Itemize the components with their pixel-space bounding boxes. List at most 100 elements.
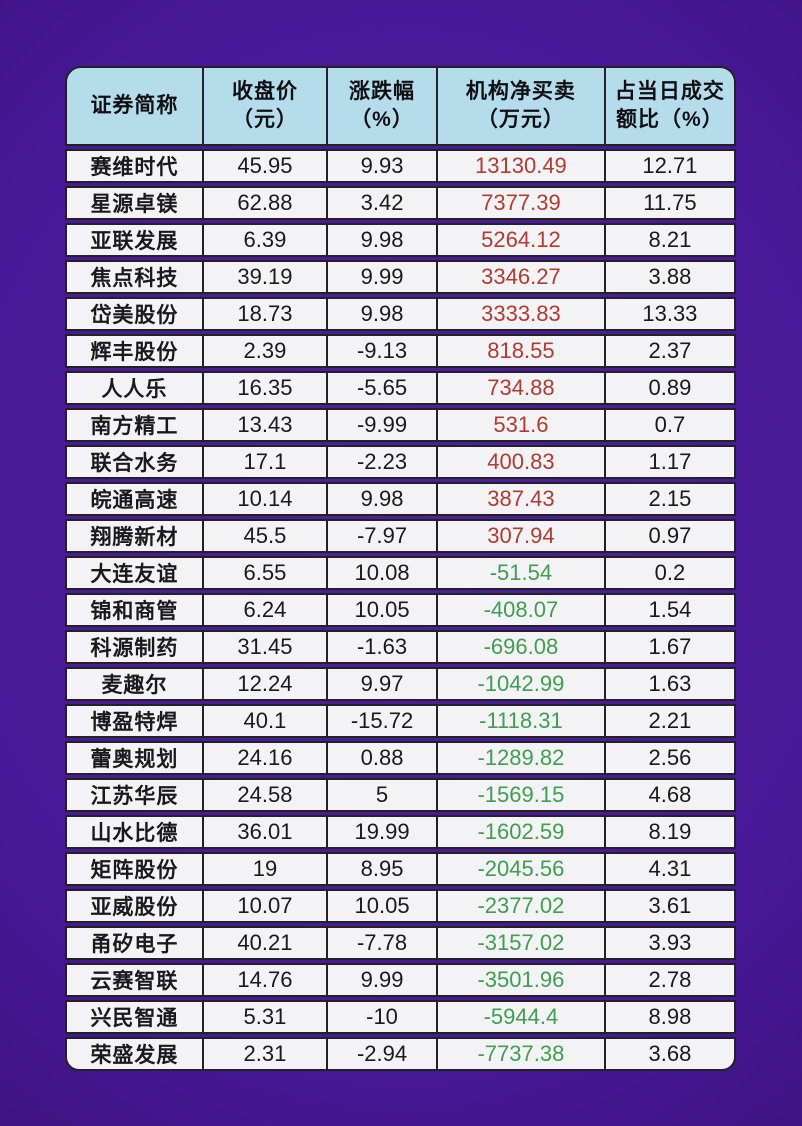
institutional-net-cell: -51.54 [438, 556, 606, 590]
institutional-net-cell: 307.94 [438, 519, 606, 553]
security-name-cell: 云赛智联 [65, 963, 204, 997]
table-row: 兴民智通 5.31 -10 -5944.4 8.98 [65, 1000, 736, 1034]
close-price-cell: 10.07 [203, 889, 329, 923]
close-price-cell: 14.76 [203, 963, 329, 997]
security-name-cell: 翔腾新材 [65, 519, 204, 553]
close-price-cell: 24.16 [203, 741, 329, 775]
table-row: 云赛智联 14.76 9.99 -3501.96 2.78 [65, 963, 736, 997]
table-row: 赛维时代 45.95 9.93 13130.49 12.71 [65, 149, 736, 183]
turnover-ratio-cell: 2.56 [605, 741, 736, 775]
institutional-net-cell: -3501.96 [438, 963, 606, 997]
close-price-cell: 45.5 [203, 519, 329, 553]
security-name-cell: 亚威股份 [65, 889, 204, 923]
header-line: （万元） [476, 108, 565, 131]
turnover-ratio-cell: 8.98 [605, 1000, 736, 1034]
institutional-net-cell: -7737.38 [438, 1037, 606, 1071]
header-row: 证券简称 收盘价 （元） 涨跌幅 （%） 机构净买卖 （万元） 占当日成交 额比… [65, 66, 736, 146]
table-row: 亚威股份 10.07 10.05 -2377.02 3.61 [65, 889, 736, 923]
change-percent-cell: 0.88 [328, 741, 439, 775]
change-percent-cell: -2.94 [328, 1037, 439, 1071]
table-row: 亚联发展 6.39 9.98 5264.12 8.21 [65, 223, 736, 257]
close-price-cell: 13.43 [203, 408, 329, 442]
table-row: 皖通高速 10.14 9.98 387.43 2.15 [65, 482, 736, 516]
security-name-cell: 锦和商管 [65, 593, 204, 627]
institutional-net-cell: 400.83 [438, 445, 606, 479]
turnover-ratio-cell: 0.89 [605, 371, 736, 405]
header-line: 额比（%） [616, 108, 724, 131]
close-price-cell: 24.58 [203, 778, 329, 812]
change-percent-cell: -9.13 [328, 334, 439, 368]
close-price-cell: 18.73 [203, 297, 329, 331]
column-header-turnover-ratio: 占当日成交 额比（%） [605, 66, 736, 146]
close-price-cell: 62.88 [203, 186, 329, 220]
table-row: 联合水务 17.1 -2.23 400.83 1.17 [65, 445, 736, 479]
table-row: 翔腾新材 45.5 -7.97 307.94 0.97 [65, 519, 736, 553]
institutional-net-cell: 531.6 [438, 408, 606, 442]
security-name-cell: 星源卓镁 [65, 186, 204, 220]
table-row: 锦和商管 6.24 10.05 -408.07 1.54 [65, 593, 736, 627]
close-price-cell: 19 [203, 852, 329, 886]
security-name-cell: 矩阵股份 [65, 852, 204, 886]
close-price-cell: 40.21 [203, 926, 329, 960]
turnover-ratio-cell: 11.75 [605, 186, 736, 220]
table-row: 辉丰股份 2.39 -9.13 818.55 2.37 [65, 334, 736, 368]
security-name-cell: 赛维时代 [65, 149, 204, 183]
institutional-net-cell: -1602.59 [438, 815, 606, 849]
header-line: 收盘价 [231, 79, 298, 103]
turnover-ratio-cell: 0.2 [605, 556, 736, 590]
security-name-cell: 南方精工 [65, 408, 204, 442]
header-line: （元） [231, 108, 298, 131]
change-percent-cell: 9.93 [328, 149, 439, 183]
change-percent-cell: 8.95 [328, 852, 439, 886]
security-name-cell: 皖通高速 [65, 482, 204, 516]
close-price-cell: 40.1 [203, 704, 329, 738]
institutional-net-cell: -1118.31 [438, 704, 606, 738]
security-name-cell: 博盈特焊 [65, 704, 204, 738]
turnover-ratio-cell: 4.31 [605, 852, 736, 886]
table-row: 大连友谊 6.55 10.08 -51.54 0.2 [65, 556, 736, 590]
column-header-close-price: 收盘价 （元） [203, 66, 329, 146]
security-name-cell: 亚联发展 [65, 223, 204, 257]
turnover-ratio-cell: 0.7 [605, 408, 736, 442]
change-percent-cell: 10.05 [328, 593, 439, 627]
security-name-cell: 科源制药 [65, 630, 204, 664]
institutional-net-cell: 13130.49 [438, 149, 606, 183]
close-price-cell: 6.55 [203, 556, 329, 590]
header-line: 涨跌幅 [349, 79, 416, 103]
institutional-net-cell: -1289.82 [438, 741, 606, 775]
header-line: 机构净买卖 [465, 79, 576, 103]
close-price-cell: 36.01 [203, 815, 329, 849]
turnover-ratio-cell: 3.61 [605, 889, 736, 923]
security-name-cell: 辉丰股份 [65, 334, 204, 368]
turnover-ratio-cell: 13.33 [605, 297, 736, 331]
turnover-ratio-cell: 2.78 [605, 963, 736, 997]
turnover-ratio-cell: 2.21 [605, 704, 736, 738]
institutional-net-cell: 5264.12 [438, 223, 606, 257]
table-row: 矩阵股份 19 8.95 -2045.56 4.31 [65, 852, 736, 886]
institutional-net-cell: 3333.83 [438, 297, 606, 331]
turnover-ratio-cell: 12.71 [605, 149, 736, 183]
close-price-cell: 31.45 [203, 630, 329, 664]
header-line: 占当日成交 [614, 79, 725, 103]
turnover-ratio-cell: 8.19 [605, 815, 736, 849]
change-percent-cell: 10.08 [328, 556, 439, 590]
close-price-cell: 45.95 [203, 149, 329, 183]
institutional-net-cell: -696.08 [438, 630, 606, 664]
security-name-cell: 麦趣尔 [65, 667, 204, 701]
close-price-cell: 39.19 [203, 260, 329, 294]
turnover-ratio-cell: 3.93 [605, 926, 736, 960]
table-row: 岱美股份 18.73 9.98 3333.83 13.33 [65, 297, 736, 331]
security-name-cell: 大连友谊 [65, 556, 204, 590]
close-price-cell: 6.39 [203, 223, 329, 257]
security-name-cell: 江苏华辰 [65, 778, 204, 812]
column-header-institutional-net: 机构净买卖 （万元） [438, 66, 606, 146]
close-price-cell: 16.35 [203, 371, 329, 405]
table-row: 焦点科技 39.19 9.99 3346.27 3.88 [65, 260, 736, 294]
change-percent-cell: -7.97 [328, 519, 439, 553]
close-price-cell: 2.39 [203, 334, 329, 368]
table-row: 荣盛发展 2.31 -2.94 -7737.38 3.68 [65, 1037, 736, 1071]
institutional-net-cell: -1569.15 [438, 778, 606, 812]
turnover-ratio-cell: 4.68 [605, 778, 736, 812]
institutional-net-cell: -1042.99 [438, 667, 606, 701]
close-price-cell: 6.24 [203, 593, 329, 627]
